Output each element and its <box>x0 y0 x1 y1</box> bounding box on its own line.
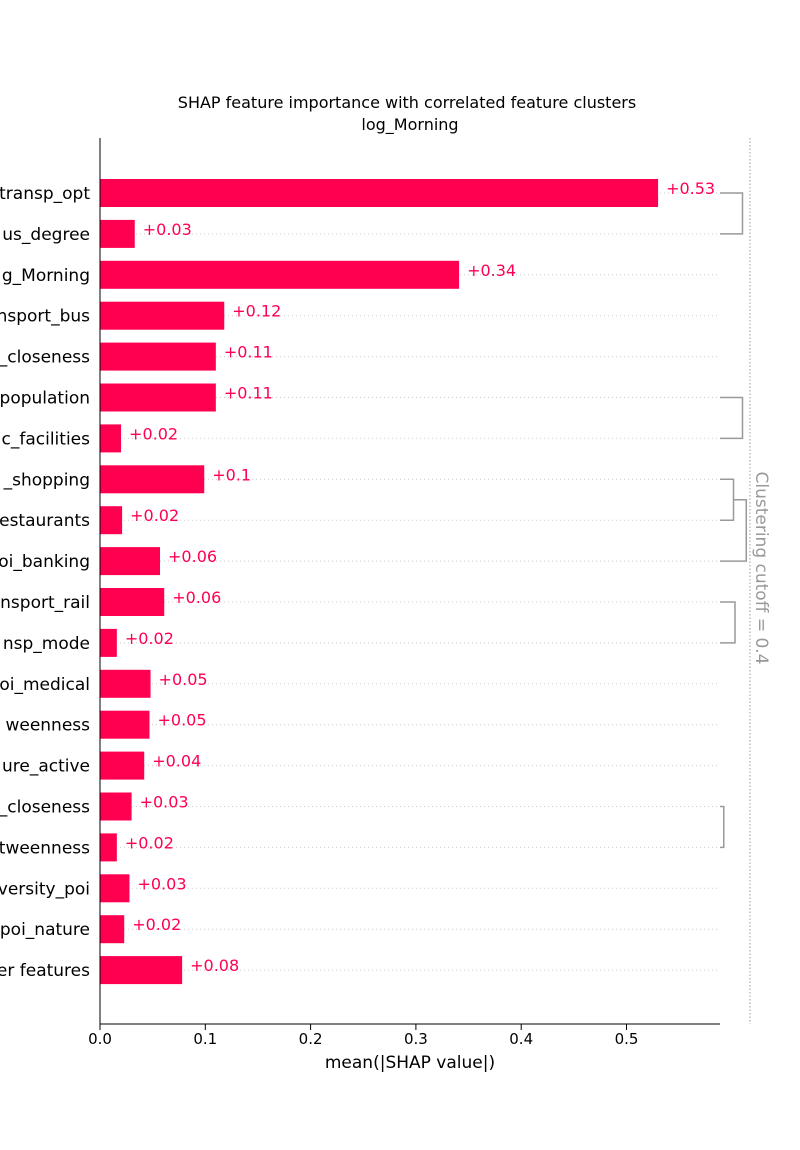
bar <box>100 628 117 657</box>
y-tick-label: _closeness <box>0 348 90 368</box>
y-tick-label: us_degree <box>2 225 90 245</box>
bar-value-label: +0.03 <box>140 793 189 812</box>
y-tick-label: estaurants <box>0 511 90 531</box>
y-tick-label: poi_nature <box>0 920 90 940</box>
y-tick-label: versity_poi <box>0 879 90 899</box>
bar <box>100 915 125 944</box>
y-tick-label: nsport_bus <box>0 307 90 327</box>
bar <box>100 669 151 698</box>
bar <box>100 506 123 535</box>
cluster-brackets <box>720 192 747 849</box>
bar-value-label: +0.34 <box>467 261 516 280</box>
bar <box>100 833 117 862</box>
bar-value-label: +0.11 <box>224 343 273 362</box>
x-tick-label: 0.3 <box>404 1030 428 1048</box>
bar <box>100 751 145 780</box>
cluster-bracket <box>720 601 736 644</box>
y-tick-label: nsport_rail <box>0 593 90 613</box>
y-tick-label: ure_active <box>2 757 90 777</box>
bar-value-label: +0.11 <box>224 384 273 403</box>
y-tick-label: c_facilities <box>2 429 91 449</box>
bar-value-label: +0.53 <box>666 179 715 198</box>
y-tick-label: er features <box>0 961 90 981</box>
x-axis-ticks: 0.0 0.1 0.2 0.3 0.4 0.5 <box>88 1024 638 1048</box>
y-tick-label: oi_banking <box>0 552 90 572</box>
gridlines <box>100 192 718 971</box>
bar <box>100 342 216 371</box>
value-labels: +0.53 +0.03 +0.34 +0.12 +0.11 +0.11 +0.02 +0.1 +… <box>125 179 715 975</box>
bar-value-label: +0.03 <box>143 220 192 239</box>
bar-value-label: +0.06 <box>172 588 221 607</box>
bar-value-label: +0.12 <box>232 302 281 321</box>
x-tick-label: 0.1 <box>193 1030 217 1048</box>
bar-value-label: +0.1 <box>212 465 251 484</box>
bar-value-label: +0.02 <box>129 424 178 443</box>
bar <box>100 465 205 494</box>
y-tick-label: weenness <box>5 716 90 736</box>
bar <box>100 260 460 289</box>
chart-title: SHAP feature importance with correlated … <box>178 93 636 112</box>
bar <box>100 301 225 330</box>
bar <box>100 179 659 207</box>
x-tick-label: 0.4 <box>509 1030 533 1048</box>
y-tick-label: g_Morning <box>2 266 90 286</box>
bar-value-label: +0.02 <box>130 506 179 525</box>
y-tick-label: transp_opt <box>0 184 90 204</box>
chart-subtitle: log_Morning <box>361 115 458 135</box>
bar-value-label: +0.03 <box>137 874 186 893</box>
bar <box>100 874 130 903</box>
bar-value-label: +0.02 <box>125 629 174 648</box>
y-tick-label: _shopping <box>3 470 90 490</box>
bar <box>100 792 132 821</box>
bar <box>100 710 150 739</box>
bar <box>100 383 216 412</box>
y-tick-label: population <box>0 389 90 409</box>
bar-value-label: +0.08 <box>190 956 239 975</box>
bar-value-label: +0.05 <box>157 711 206 730</box>
cluster-bracket <box>720 396 744 440</box>
x-tick-label: 0.5 <box>615 1030 639 1048</box>
y-tick-label: _closeness <box>0 798 90 818</box>
y-tick-label: nsp_mode <box>3 634 90 654</box>
cluster-bracket <box>720 478 735 521</box>
x-tick-label: 0.2 <box>299 1030 323 1048</box>
bar-value-label: +0.04 <box>152 752 201 771</box>
cluster-bracket <box>720 192 744 235</box>
bar <box>100 424 122 453</box>
y-tick-label: tweenness <box>0 838 90 858</box>
bar <box>100 956 183 985</box>
bars <box>100 179 659 985</box>
y-axis-labels: transp_opt us_degree g_Morning nsport_bus _c… <box>0 184 90 981</box>
cluster-bracket <box>720 805 725 849</box>
bar <box>100 588 165 616</box>
y-tick-label: oi_medical <box>0 675 90 695</box>
bar-value-label: +0.02 <box>125 833 174 852</box>
cutoff-label: Clustering cutoff = 0.4 <box>751 471 771 664</box>
bar-value-label: +0.02 <box>132 915 181 934</box>
x-tick-label: 0.0 <box>88 1030 112 1048</box>
cluster-bracket <box>720 499 747 562</box>
bar-value-label: +0.05 <box>159 670 208 689</box>
bar-value-label: +0.06 <box>168 547 217 566</box>
x-axis-label: mean(|SHAP value|) <box>325 1053 495 1073</box>
bar <box>100 547 161 576</box>
bar <box>100 219 135 248</box>
